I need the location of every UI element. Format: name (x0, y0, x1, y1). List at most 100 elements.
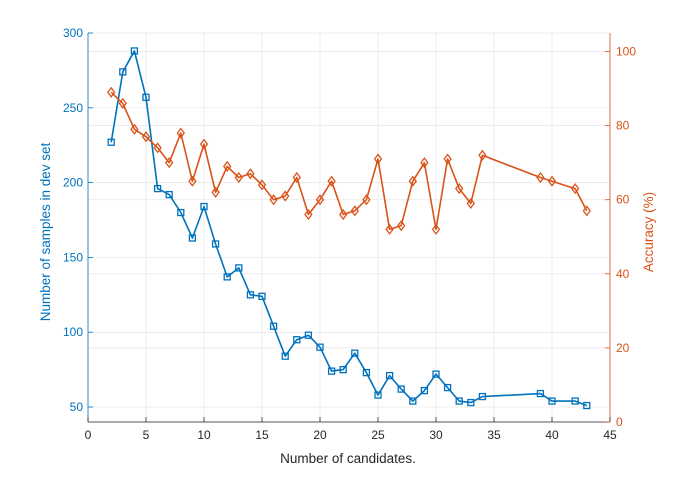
axes: 0 5 10 15 20 25 30 35 40 45 50 100 150 200 250 300 0 20 40… (63, 26, 636, 442)
accuracy-point (246, 168, 255, 180)
samples-point (281, 352, 289, 360)
accuracy-point (304, 208, 313, 221)
samples-point (293, 336, 301, 344)
accuracy-point (443, 153, 452, 165)
samples-point (443, 383, 452, 392)
samples-point (200, 202, 208, 211)
samples-point (211, 240, 220, 248)
samples-point (130, 47, 139, 55)
y-axis-right-label: Accuracy (%) (641, 192, 656, 272)
accuracy-point (188, 175, 197, 187)
samples-point (467, 398, 475, 407)
samples-point (119, 68, 127, 76)
y-left-tick-label: 100 (63, 325, 83, 339)
y-right-tick-label: 40 (616, 267, 630, 281)
x-axis-label: Number of candidates. (280, 451, 416, 466)
accuracy-point (431, 223, 441, 235)
samples-point (304, 331, 313, 339)
accuracy-point (118, 97, 127, 109)
x-tick-label: 30 (429, 428, 443, 442)
accuracy-point (153, 142, 162, 154)
samples-point (223, 273, 231, 281)
samples-point (432, 370, 440, 378)
x-tick-label: 10 (197, 428, 211, 442)
x-tick-label: 35 (487, 428, 501, 442)
accuracy-point (350, 205, 359, 217)
samples-point (571, 397, 579, 405)
samples-point (548, 397, 556, 405)
accuracy-point (420, 157, 429, 169)
axis-labels: Number of candidates. Number of samples … (38, 142, 656, 466)
accuracy-point (211, 186, 220, 198)
y-axis-left-label: Number of samples in dev set (38, 142, 53, 321)
x-tick-label: 20 (313, 428, 327, 442)
x-tick-label: 0 (85, 428, 92, 442)
accuracy-series-line (110, 91, 588, 231)
x-tick-label: 25 (371, 428, 385, 442)
grid-lines (87, 32, 611, 423)
samples-point (420, 386, 429, 395)
samples-point (385, 371, 394, 380)
accuracy-point (455, 183, 464, 195)
y-left-tick-label: 250 (63, 101, 83, 115)
samples-point (246, 291, 255, 299)
samples-point (165, 190, 173, 199)
samples-point (409, 397, 417, 405)
y-left-tick-label: 200 (63, 176, 83, 190)
samples-point (478, 392, 487, 401)
y-right-tick-label: 60 (616, 193, 630, 207)
samples-point (188, 234, 197, 242)
accuracy-point (408, 175, 417, 187)
accuracy-point (466, 197, 475, 210)
samples-point (258, 292, 266, 300)
accuracy-point (165, 157, 174, 169)
y-right-tick-label: 0 (616, 415, 623, 429)
samples-point (397, 385, 405, 393)
y-right-tick-label: 80 (616, 119, 630, 133)
samples-point (455, 397, 463, 405)
accuracy-point (362, 194, 371, 206)
accuracy-point (269, 194, 278, 206)
samples-point (177, 208, 185, 217)
accuracy-point (373, 153, 383, 165)
accuracy-point (547, 175, 557, 187)
x-tick-label: 15 (255, 428, 269, 442)
x-tick-label: 5 (143, 428, 150, 442)
samples-point (583, 401, 591, 410)
samples-point (269, 322, 278, 330)
accuracy-point (292, 171, 301, 184)
accuracy-point (223, 160, 232, 172)
series (107, 47, 591, 410)
accuracy-point (339, 208, 348, 221)
samples-point (153, 184, 162, 193)
accuracy-point (385, 223, 394, 235)
samples-point (536, 389, 545, 398)
accuracy-point (199, 138, 209, 150)
accuracy-point (281, 190, 290, 202)
accuracy-point (176, 127, 185, 139)
accuracy-point (571, 183, 580, 195)
y-right-tick-label: 100 (616, 45, 636, 59)
x-tick-label: 45 (603, 428, 617, 442)
accuracy-point (478, 149, 487, 161)
samples-point (142, 93, 150, 101)
accuracy-point (257, 179, 267, 191)
accuracy-point (536, 171, 545, 184)
x-tick-label: 40 (545, 428, 559, 442)
accuracy-point (141, 131, 151, 143)
samples-point (235, 264, 243, 272)
samples-point (327, 367, 336, 375)
y-right-tick-label: 20 (616, 341, 630, 355)
samples-point (374, 391, 382, 399)
y-left-tick-label: 150 (63, 250, 83, 264)
samples-point (362, 368, 371, 377)
y-left-tick-label: 300 (63, 26, 83, 40)
samples-point (351, 349, 359, 357)
y-left-tick-label: 50 (70, 400, 84, 414)
samples-point (107, 138, 115, 146)
accuracy-point (327, 175, 336, 187)
accuracy-point (397, 220, 406, 232)
accuracy-point (107, 86, 116, 98)
